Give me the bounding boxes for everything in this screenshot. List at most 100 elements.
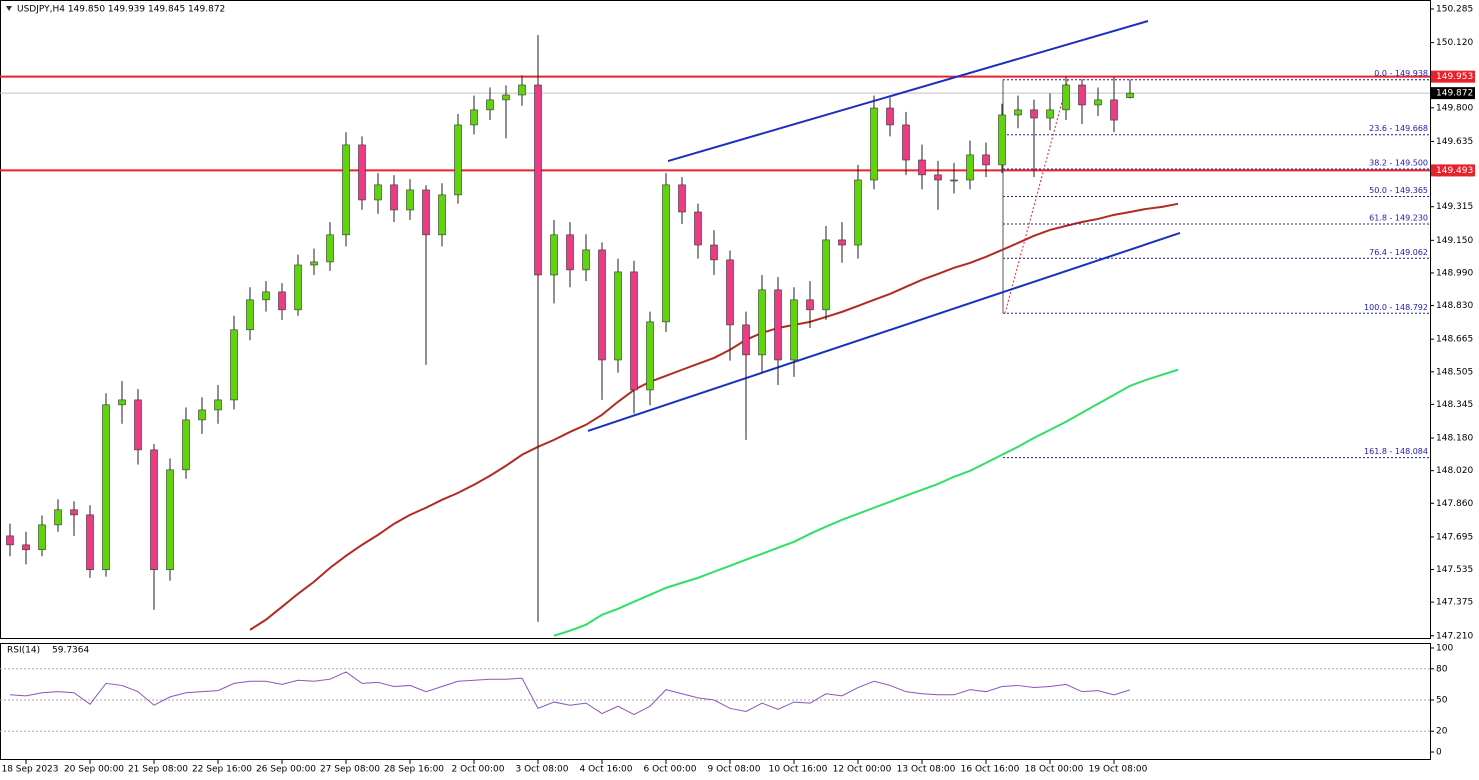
candle-body [422,189,430,236]
x-tick-label: 19 Oct 08:00 [1089,765,1148,775]
main-pane [0,0,1431,639]
fib-trend [1004,79,1069,314]
x-tick-label: 27 Sep 08:00 [320,765,380,775]
y-tick-label: 148.180 [1436,434,1473,444]
candle-body [774,289,782,361]
candle-body [694,211,702,246]
x-tick-label: 20 Sep 00:00 [64,765,124,775]
candle-body [358,144,366,201]
candle-body [150,449,158,571]
price-label: 149.872 [1436,89,1473,99]
candle-body [438,194,446,236]
fib-label: 100.0 - 148.792 [1364,303,1428,312]
candle-body [902,124,910,161]
x-tick-label: 10 Oct 16:00 [769,765,828,775]
candle-body [758,289,766,356]
candle-body [550,234,558,276]
candle-body [1126,92,1134,98]
candle-body [806,299,814,311]
candle-body [614,271,622,361]
candle-body [182,419,190,471]
candle-body [950,179,958,182]
candle-body [630,271,638,391]
candle-body [1078,84,1086,106]
y-tick-label: 147.375 [1436,598,1473,608]
candle-body [70,509,78,516]
candle-body [214,399,222,411]
candle-body [86,514,94,571]
y-tick-label: 147.210 [1436,631,1473,641]
candle-body [198,409,206,421]
candle-body [742,324,750,356]
y-tick-label: 149.315 [1436,202,1473,212]
y-tick-label: 148.505 [1436,367,1473,377]
candle-body [934,174,942,181]
rsi-tick-label: 100 [1436,644,1453,654]
x-tick-label: 3 Oct 08:00 [516,765,569,775]
x-tick-label: 4 Oct 16:00 [580,765,633,775]
y-tick-label: 148.990 [1436,268,1473,278]
x-tick-label: 9 Oct 08:00 [708,765,761,775]
candle-body [870,107,878,181]
candle-body [502,94,510,101]
level-box [1431,164,1475,177]
x-tick-label: 16 Oct 16:00 [961,765,1020,775]
y-tick-label: 148.345 [1436,400,1473,410]
y-tick-label: 147.695 [1436,532,1473,542]
price-box [1431,87,1475,100]
level-label: 149.493 [1436,166,1473,176]
x-tick-label: 2 Oct 00:00 [452,765,505,775]
candle-body [566,234,574,271]
candle-body [982,154,990,166]
x-tick-label: 6 Oct 00:00 [644,765,697,775]
rsi-tick-label: 50 [1436,696,1448,706]
level-label: 149.953 [1436,72,1473,82]
y-tick-label: 150.285 [1436,4,1473,14]
fib-label: 161.8 - 148.084 [1364,447,1428,456]
x-tick-label: 12 Oct 00:00 [833,765,892,775]
candle-body [966,154,974,181]
y-tick-label: 148.830 [1436,301,1473,311]
moving-average [553,368,1179,637]
candle-body [662,184,670,323]
fib-label: 23.6 - 149.668 [1369,124,1428,133]
x-tick-label: 18 Sep 2023 [1,765,58,775]
rsi-tick-label: 80 [1436,664,1448,674]
candle-body [886,107,894,126]
candle-body [1046,109,1054,119]
symbol-icon [6,6,12,11]
candle-body [22,544,30,551]
y-tick-label: 149.150 [1436,236,1473,246]
y-tick-label: 148.020 [1436,466,1473,476]
y-tick-label: 147.860 [1436,499,1473,509]
candle-body [646,321,654,391]
candle-body [1094,99,1102,106]
candle-body [790,299,798,361]
candle-body [134,399,142,451]
fib-label: 76.4 - 149.062 [1369,248,1428,257]
rsi-tick-label: 20 [1436,727,1448,737]
candle-body [1014,109,1022,116]
trendline [587,232,1181,432]
y-tick-label: 147.535 [1436,565,1473,575]
candle-body [310,261,318,266]
candle-body [54,509,62,526]
candle-body [278,291,286,311]
candle-body [262,291,270,301]
y-tick-label: 149.800 [1436,103,1473,113]
candle-body [854,179,862,246]
candle-body [342,144,350,236]
y-tick-label: 149.635 [1436,137,1473,147]
candle-body [582,249,590,271]
candle-body [38,524,46,551]
candle-body [598,249,606,361]
rsi-tick-label: 0 [1436,748,1442,758]
fib-label: 38.2 - 149.500 [1369,158,1428,167]
candle-body [118,399,126,406]
candle-body [918,159,926,176]
rsi-pane [0,643,1431,760]
candle-body [230,329,238,401]
candle-body [486,99,494,111]
candle-body [454,124,462,196]
